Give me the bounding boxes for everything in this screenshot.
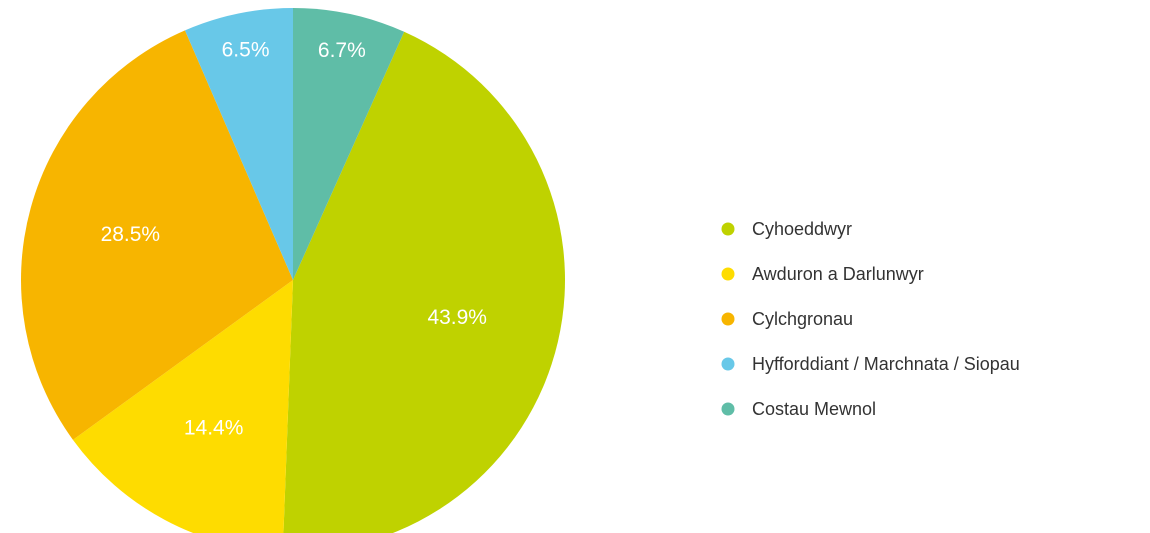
slice-label: 43.9% xyxy=(427,306,487,329)
legend-label: Hyfforddiant / Marchnata / Siopau xyxy=(752,354,1020,374)
slice-label: 6.7% xyxy=(318,39,366,62)
pie-slice xyxy=(72,280,293,533)
pie-slice xyxy=(20,30,293,440)
legend-label: Cylchgronau xyxy=(752,309,853,329)
slice-label: 28.5% xyxy=(101,223,161,246)
pie-slice xyxy=(293,8,405,280)
legend-label: Awduron a Darlunwyr xyxy=(752,264,924,284)
legend-label: Costau Mewnol xyxy=(752,399,876,419)
pie-slice xyxy=(283,31,565,533)
legend-label: Cyhoeddwyr xyxy=(752,219,852,239)
legend-swatch xyxy=(721,222,735,236)
legend-swatch xyxy=(721,402,735,416)
legend-swatch xyxy=(721,312,735,326)
slice-label: 14.4% xyxy=(184,416,244,439)
pie-slice xyxy=(184,8,293,280)
slice-label: 6.5% xyxy=(222,38,270,61)
legend-swatch xyxy=(721,267,735,281)
legend-swatch xyxy=(721,357,735,371)
